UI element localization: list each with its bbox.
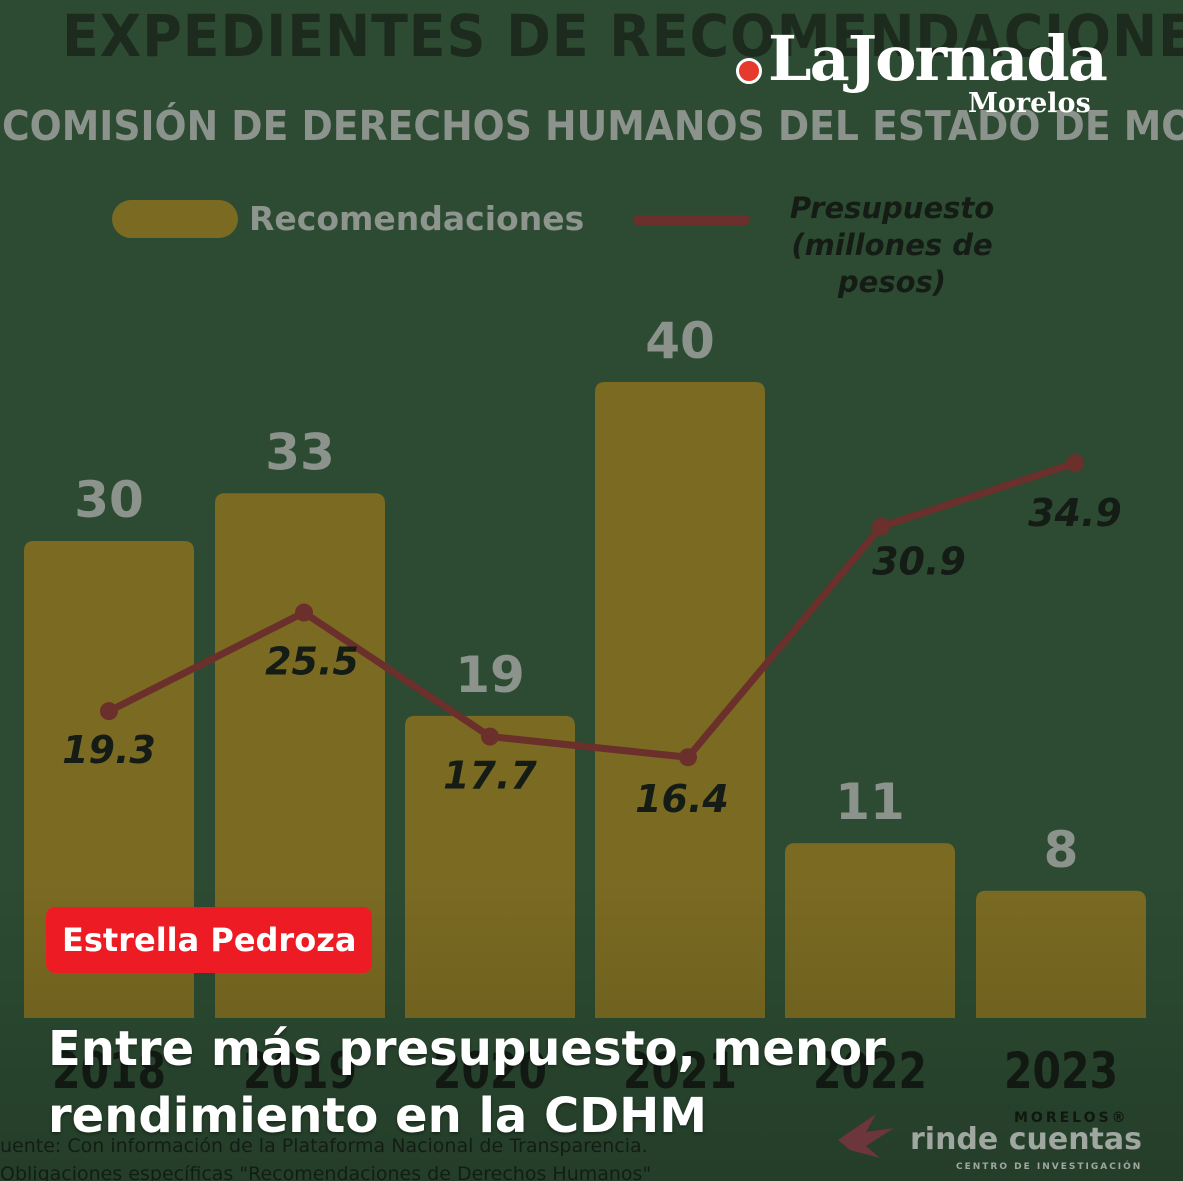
bar-value-label-2020: 19 xyxy=(455,646,525,704)
line-value-label-2023: 34.9 xyxy=(1028,491,1122,535)
line-value-label-2019: 25.5 xyxy=(265,640,359,684)
bar-value-label-2018: 30 xyxy=(74,471,144,529)
legend-bar-swatch xyxy=(112,200,238,238)
chart-source: uente: Con información de la Plataforma … xyxy=(0,1132,651,1181)
bar-2021 xyxy=(595,382,765,1018)
source-line-1: uente: Con información de la Plataforma … xyxy=(0,1135,648,1157)
partner-sub-label: CENTRO DE INVESTIGACIÓN xyxy=(956,1162,1143,1172)
chart-subtitle: COMISIÓN DE DERECHOS HUMANOS DEL ESTADO … xyxy=(2,102,1183,150)
line-point-2023 xyxy=(1066,454,1084,473)
line-value-label-2020: 17.7 xyxy=(443,754,537,798)
bar-value-label-2021: 40 xyxy=(645,312,715,370)
line-point-2018 xyxy=(100,702,118,721)
bar-value-label-2022: 11 xyxy=(835,773,905,831)
bar-value-label-2023: 8 xyxy=(1044,821,1079,879)
line-point-2020 xyxy=(481,727,499,746)
partner-logo: MORELOS® rinde cuentas CENTRO DE INVESTI… xyxy=(836,1110,1142,1181)
legend-bar-label: Recomendaciones xyxy=(249,199,585,238)
presupuesto-line xyxy=(105,459,1079,761)
brand-edition: Morelos xyxy=(968,88,1091,119)
headline[interactable]: Entre más presupuesto, menor rendimiento… xyxy=(48,1021,886,1144)
legend-line-label: Presupuesto (millones de pesos) xyxy=(742,190,1042,301)
line-value-label-2018: 19.3 xyxy=(62,728,156,772)
line-value-label-2022: 30.9 xyxy=(872,540,966,584)
partner-bird-icon xyxy=(838,1114,894,1158)
brand-seal-icon xyxy=(736,58,762,84)
line-point-2019 xyxy=(295,603,313,622)
partner-name: rinde cuentas xyxy=(910,1122,1142,1157)
legend-line-swatch xyxy=(634,215,749,225)
brand-logo[interactable]: LaJornada Morelos xyxy=(730,22,1170,128)
line-point-2022 xyxy=(872,517,890,536)
chart-title: EXPEDIENTES DE RECOMENDACIONES xyxy=(62,2,1183,70)
line-point-2021 xyxy=(679,748,697,767)
line-value-label-2021: 16.4 xyxy=(635,777,729,821)
brand-name: LaJornada xyxy=(768,22,1108,95)
legend-line-label-1: Presupuesto xyxy=(789,191,995,225)
bar-value-label-2019: 33 xyxy=(265,423,335,481)
legend-line-label-2: (millones de pesos) xyxy=(791,228,993,299)
source-line-2: Obligaciones específicas "Recomendacione… xyxy=(0,1163,652,1181)
partner-top-label: MORELOS® xyxy=(1014,1110,1129,1126)
author-badge[interactable]: Estrella Pedroza xyxy=(46,907,373,973)
